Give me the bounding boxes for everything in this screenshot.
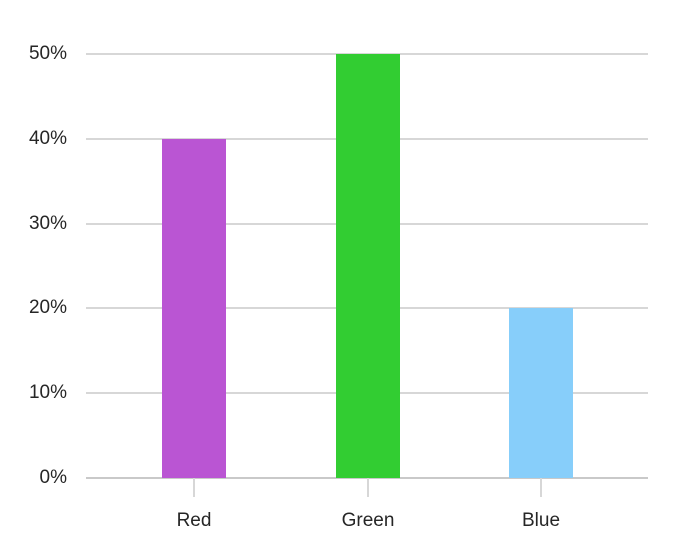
y-axis-tick-label: 10% (28, 382, 67, 403)
x-axis-category-label: Red (176, 510, 212, 531)
y-axis-tick-label: 50% (28, 43, 67, 64)
y-axis-tick-label: 40% (28, 128, 67, 149)
bar-red (162, 139, 226, 478)
y-axis-tick-label: 20% (28, 297, 67, 318)
x-axis-category-label: Green (341, 510, 395, 531)
y-axis-tick-label: 30% (28, 213, 67, 234)
x-axis-tick (367, 478, 369, 497)
bar-blue (509, 308, 573, 478)
x-axis-tick (540, 478, 542, 497)
x-axis-tick (193, 478, 195, 497)
bar-green (336, 54, 400, 478)
y-axis-tick-label: 0% (39, 467, 67, 488)
x-axis-category-label: Blue (521, 510, 561, 531)
